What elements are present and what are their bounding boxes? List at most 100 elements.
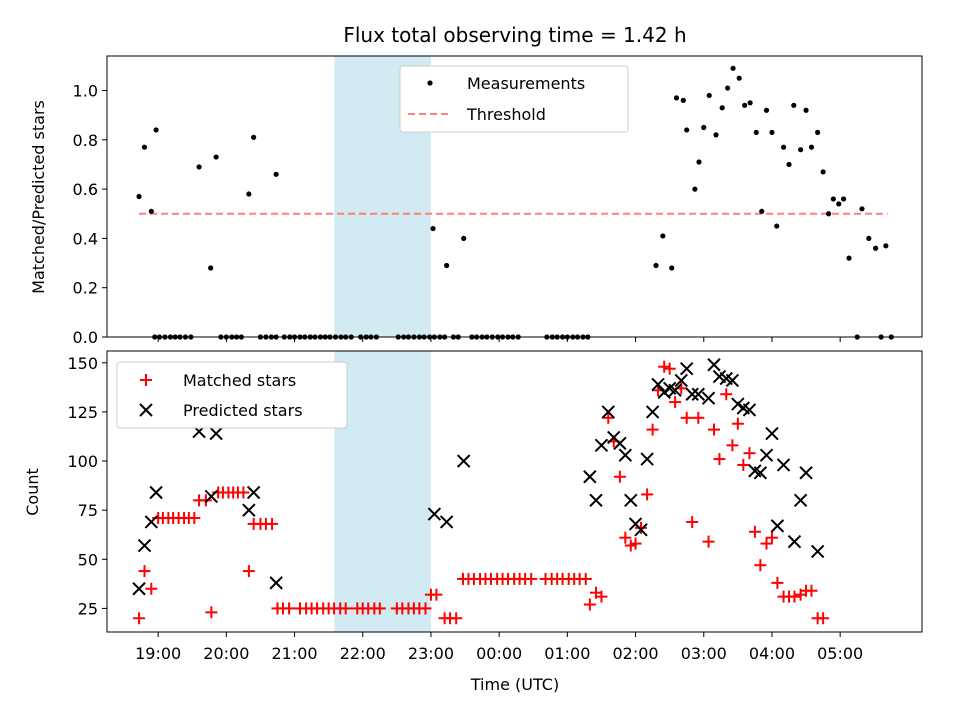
predicted-star-point	[759, 448, 774, 462]
measurement-point	[791, 102, 797, 108]
measurement-point	[653, 262, 659, 269]
bottom-y-tick-label: 150	[67, 354, 98, 373]
top-legend: Measurements Threshold	[399, 65, 629, 133]
measurement-point	[673, 95, 680, 101]
matched-star-point	[237, 486, 250, 499]
predicted-star-point	[787, 534, 802, 549]
matched-star-point	[430, 588, 443, 601]
bottom-legend: Matched stars Predicted stars	[116, 361, 348, 429]
predicted-star-point	[618, 448, 633, 462]
matched-star-point	[138, 565, 151, 578]
bottom-y-tick-label: 75	[78, 501, 98, 520]
predicted-star-point	[685, 387, 699, 401]
x-tick-label: 00:00	[476, 644, 522, 663]
matched-star-point	[669, 396, 682, 409]
measurement-point	[148, 208, 154, 214]
predicted-star-point	[742, 403, 757, 417]
predicted-star-point	[793, 493, 808, 508]
predicted-star-point	[634, 523, 648, 537]
legend-measurements-marker	[427, 80, 433, 86]
bottom-highlight-band	[334, 351, 431, 632]
top-panel: 0.0 0.2 0.4 0.6 0.8 1.0 Matched/Predicted sta…	[29, 55, 923, 347]
matched-star-point	[646, 423, 659, 436]
matched-star-point	[619, 531, 632, 544]
measurement-point	[444, 262, 450, 269]
predicted-star-point	[583, 470, 597, 484]
matched-star-point	[692, 411, 705, 424]
measurement-point	[836, 201, 842, 207]
measurement-point	[430, 225, 436, 232]
predicted-star-point	[149, 485, 163, 500]
matched-star-point	[726, 439, 739, 452]
predicted-star-point	[601, 405, 615, 419]
bottom-y-tick-label: 50	[78, 550, 98, 569]
measurement-point	[742, 102, 748, 108]
measurement-point	[808, 144, 815, 150]
legend-threshold-label: Threshold	[466, 105, 546, 124]
predicted-star-point	[810, 544, 825, 559]
predicted-star-points	[132, 358, 825, 596]
top-y-axis-label: Matched/Predicted stars	[29, 100, 48, 294]
x-tick-label: 05:00	[817, 644, 863, 663]
measurement-point	[713, 132, 719, 138]
x-tick-label: 22:00	[340, 644, 386, 663]
measurement-point	[763, 107, 770, 113]
x-tick-label: 21:00	[271, 644, 317, 663]
measurement-point	[883, 243, 889, 249]
x-axis-label: Time (UTC)	[470, 675, 559, 694]
measurement-point	[136, 193, 142, 200]
measurement-point	[273, 171, 279, 177]
legend-matched-label: Matched stars	[183, 371, 296, 390]
measurement-point	[153, 127, 159, 133]
measurement-point	[680, 97, 686, 103]
measurement-point	[246, 191, 252, 197]
measurement-point	[803, 107, 809, 113]
matched-star-point	[339, 602, 352, 615]
predicted-star-point	[132, 582, 146, 596]
measurement-point	[840, 196, 847, 202]
predicted-star-point	[776, 458, 791, 472]
matched-star-point	[771, 576, 784, 589]
predicted-star-point	[439, 515, 454, 529]
top-y-tick-label: 0.2	[73, 279, 98, 298]
matched-star-point	[788, 590, 801, 603]
bottom-x-ticks: 19:00 20:00 21:00 22:00 23:00 00:00 01:00 02:00…	[135, 632, 863, 663]
x-tick-label: 20:00	[203, 644, 249, 663]
measurement-point	[706, 92, 712, 99]
bottom-axes-frame	[106, 350, 923, 633]
matched-star-point	[205, 606, 218, 619]
top-y-tick-label: 0.8	[73, 131, 98, 150]
matched-star-point	[583, 598, 596, 611]
legend-predicted-label: Predicted stars	[183, 401, 303, 420]
bottom-y-tick-label: 125	[67, 403, 98, 422]
top-axes-frame	[106, 55, 923, 338]
matched-star-point	[731, 417, 744, 430]
measurement-point	[866, 235, 872, 242]
matched-star-point	[743, 447, 756, 460]
predicted-star-point	[765, 426, 779, 441]
matched-star-point	[133, 612, 146, 625]
bottom-panel: 25 50 75 100 125 150 19:00 20:00 21:00 22:00 23:0…	[23, 350, 923, 694]
measurement-point	[780, 144, 787, 150]
x-tick-label: 23:00	[408, 644, 454, 663]
matched-star-point	[635, 521, 648, 534]
predicted-star-point	[613, 436, 627, 451]
measurement-point	[684, 127, 690, 133]
top-legend-box	[399, 65, 629, 133]
matched-star-point	[373, 602, 386, 615]
matched-star-point	[199, 494, 212, 507]
bottom-y-ticks: 25 50 75 100 125 150	[67, 354, 107, 618]
predicted-star-point	[427, 507, 442, 521]
predicted-star-point	[137, 538, 152, 553]
matched-star-point	[765, 531, 778, 544]
measurement-point	[774, 223, 780, 229]
matched-star-point	[663, 362, 676, 375]
measurement-point	[820, 169, 826, 175]
matched-star-point	[595, 590, 608, 603]
matched-star-point	[579, 572, 592, 585]
predicted-star-point	[645, 405, 660, 419]
predicted-star-point	[701, 391, 716, 405]
predicted-star-point	[799, 466, 813, 480]
measurement-point	[141, 144, 148, 150]
matched-star-point	[641, 488, 654, 501]
